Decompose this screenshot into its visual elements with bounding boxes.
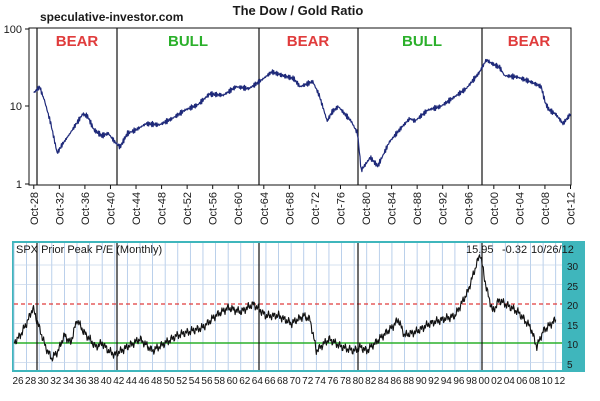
bottom-x-label: 00 <box>479 376 491 387</box>
bottom-x-label: 78 <box>340 376 352 387</box>
bottom-x-label: 96 <box>453 376 465 387</box>
bottom-x-axis: 26 28 30 32 34 36 38 40 42 44 46 48 50 52 54 56 58 60 62 64… <box>12 376 565 387</box>
bottom-x-label: 34 <box>63 376 75 387</box>
bottom-y-label-25: 25 <box>567 282 579 293</box>
top-y-label-10: 10 <box>10 101 22 113</box>
bottom-x-label: 72 <box>302 376 314 387</box>
top-x-label: Oct-64 <box>259 192 271 225</box>
bottom-x-label: 06 <box>516 376 528 387</box>
bottom-x-label: 48 <box>151 376 163 387</box>
bottom-x-label: 82 <box>365 376 377 387</box>
bottom-x-label: 10 <box>542 376 554 387</box>
top-x-label: Oct-92 <box>438 192 450 225</box>
bottom-x-label: 80 <box>353 376 365 387</box>
top-x-label: Oct-72 <box>310 192 322 225</box>
dow-gold-ratio-line <box>33 58 572 173</box>
bottom-x-label: 30 <box>38 376 50 387</box>
bottom-x-label: 62 <box>239 376 251 387</box>
bottom-x-label: 92 <box>428 376 440 387</box>
phase-label-1: BEAR <box>56 33 99 50</box>
bottom-x-label: 44 <box>126 376 138 387</box>
latest-value: 15.95 <box>466 244 494 256</box>
bottom-y-axis: 30 25 20 15 10 5 <box>567 262 579 371</box>
bottom-x-label: 40 <box>101 376 113 387</box>
bottom-x-label: 04 <box>504 376 516 387</box>
bottom-x-label: 84 <box>378 376 390 387</box>
phase-dividers <box>36 28 483 185</box>
bottom-x-label: 68 <box>277 376 289 387</box>
top-x-label: Oct-88 <box>412 192 424 225</box>
top-x-label: Oct-04 <box>514 192 526 225</box>
top-x-label: Oct-96 <box>463 192 475 225</box>
top-x-label: Oct-52 <box>182 192 194 225</box>
top-x-label: Oct-44 <box>131 192 143 225</box>
bottom-x-label: 64 <box>252 376 264 387</box>
latest-date: 10/26/12 <box>531 244 574 256</box>
bottom-x-label: 08 <box>529 376 541 387</box>
bottom-x-label: 70 <box>290 376 302 387</box>
top-x-label: Oct-48 <box>157 192 169 225</box>
bottom-x-label: 32 <box>50 376 62 387</box>
bottom-x-label: 58 <box>214 376 226 387</box>
bottom-plot-area <box>14 243 562 370</box>
phase-label-5: BEAR <box>508 33 551 50</box>
bottom-x-label: 54 <box>189 376 201 387</box>
phase-label-2: BULL <box>168 33 208 50</box>
top-x-label: Oct-08 <box>540 192 552 225</box>
top-plot-area <box>28 27 572 186</box>
bottom-y-label-30: 30 <box>567 262 579 273</box>
top-x-axis: Oct-28 Oct-32 Oct-36 Oct-40 Oct-44 Oct-48 Oct-… <box>29 185 577 225</box>
bottom-x-label: 26 <box>12 376 24 387</box>
top-x-label: Oct-28 <box>29 192 41 225</box>
pe-ratio-line <box>13 254 557 362</box>
site-label: speculative-investor.com <box>40 10 183 24</box>
bottom-x-label: 86 <box>390 376 402 387</box>
top-x-label: Oct-84 <box>387 192 399 225</box>
bottom-x-label: 36 <box>75 376 87 387</box>
top-x-label: Oct-36 <box>80 192 92 225</box>
bottom-y-label-15: 15 <box>567 321 579 332</box>
bottom-x-label: 38 <box>88 376 100 387</box>
top-y-label-100: 100 <box>4 24 22 36</box>
top-x-label: Oct-80 <box>361 192 373 225</box>
top-x-label: Oct-56 <box>208 192 220 225</box>
latest-change: -0.32 <box>502 244 527 256</box>
bottom-x-label: 60 <box>227 376 239 387</box>
top-x-label: Oct-40 <box>105 192 117 225</box>
bottom-x-label: 42 <box>113 376 125 387</box>
phase-label-4: BULL <box>402 33 442 50</box>
top-x-label: Oct-12 <box>565 192 577 225</box>
bottom-legend: SPX Prior Peak P/E (Monthly) <box>16 244 162 256</box>
phase-label-3: BEAR <box>287 33 330 50</box>
top-x-label: Oct-32 <box>54 192 66 225</box>
chart-title: The Dow / Gold Ratio <box>233 3 364 18</box>
bottom-x-label: 90 <box>416 376 428 387</box>
top-x-label: Oct-60 <box>233 192 245 225</box>
bottom-y-label-20: 20 <box>567 301 579 312</box>
bottom-x-label: 02 <box>491 376 503 387</box>
bottom-y-label-5: 5 <box>567 360 573 371</box>
bottom-x-label: 28 <box>25 376 37 387</box>
top-y-axis: 100 10 1 <box>4 24 29 191</box>
bottom-x-label: 46 <box>138 376 150 387</box>
top-x-label: Oct-68 <box>284 192 296 225</box>
top-x-label: Oct-00 <box>489 192 501 225</box>
bottom-x-label: 56 <box>201 376 213 387</box>
bottom-x-label: 52 <box>176 376 188 387</box>
bottom-x-label: 50 <box>164 376 176 387</box>
bottom-x-label: 12 <box>554 376 566 387</box>
bottom-x-label: 66 <box>264 376 276 387</box>
top-x-label: Oct-76 <box>335 192 347 225</box>
bottom-y-label-10: 10 <box>567 340 579 351</box>
bottom-x-label: 94 <box>441 376 453 387</box>
bottom-x-label: 74 <box>315 376 327 387</box>
bottom-x-label: 98 <box>466 376 478 387</box>
bottom-x-label: 88 <box>403 376 415 387</box>
top-y-label-1: 1 <box>16 179 22 191</box>
bottom-x-label: 76 <box>327 376 339 387</box>
